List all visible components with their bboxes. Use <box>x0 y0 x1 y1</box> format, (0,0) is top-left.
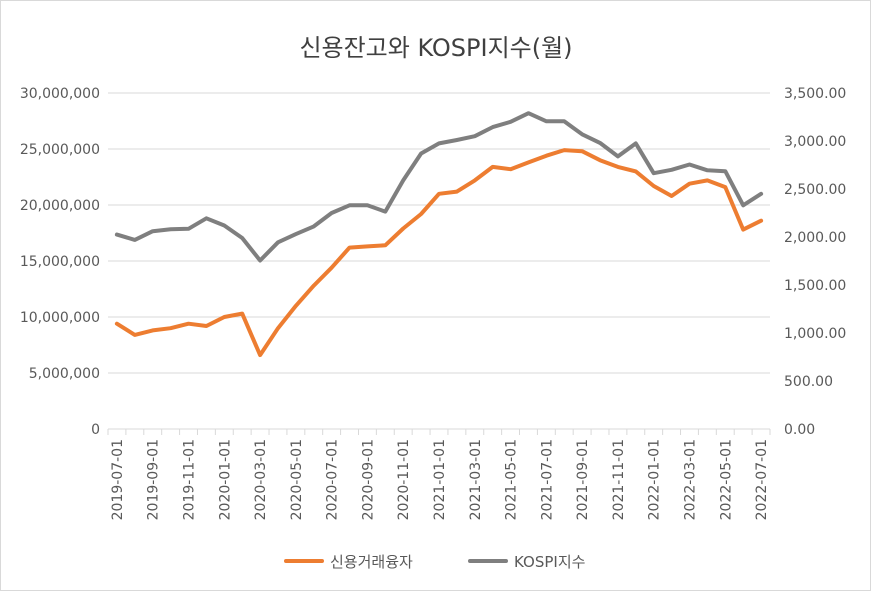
x-axis-tick-label: 2020-11-01 <box>396 439 412 520</box>
left-axis-tick-label: 5,000,000 <box>29 366 100 382</box>
x-axis-tick-label: 2021-07-01 <box>539 439 555 520</box>
x-axis-tick-label: 2020-09-01 <box>360 439 376 520</box>
x-axis-tick-label: 2022-05-01 <box>718 439 734 520</box>
right-axis-ticks: 0.00 500.00 1,000.00 1,500.00 2,000.00 2,500.… <box>784 86 846 438</box>
x-axis-tick-label: 2020-07-01 <box>325 439 341 520</box>
x-axis-tick-label: 2022-07-01 <box>754 439 770 520</box>
legend-label: 신용거래융자 <box>330 553 413 571</box>
left-axis-tick-label: 15,000,000 <box>20 254 100 270</box>
right-axis-tick-label: 1,000.00 <box>784 326 846 342</box>
right-axis-tick-label: 0.00 <box>784 422 815 438</box>
series-line <box>114 111 764 263</box>
x-axis-tick-label: 2019-07-01 <box>110 439 126 520</box>
x-axis-tick-label: 2020-05-01 <box>289 439 305 520</box>
x-axis-tick-label: 2021-09-01 <box>575 439 591 520</box>
x-axis-tick-label: 2022-03-01 <box>682 439 698 520</box>
x-axis-tick-label: 2019-09-01 <box>146 439 162 520</box>
right-axis-tick-label: 3,500.00 <box>784 86 846 102</box>
right-axis-tick-label: 2,500.00 <box>784 182 846 198</box>
x-axis-tick-label: 2021-11-01 <box>611 439 627 520</box>
legend-label: KOSPI지수 <box>514 553 585 571</box>
series-lines <box>114 111 764 358</box>
right-axis-tick-label: 1,500.00 <box>784 278 846 294</box>
left-axis-tick-label: 10,000,000 <box>20 310 100 326</box>
x-axis-tick-label: 2020-03-01 <box>253 439 269 520</box>
x-axis-tick-label: 2022-01-01 <box>647 439 663 520</box>
right-axis-tick-label: 2,000.00 <box>784 230 846 246</box>
left-axis-ticks: 0 5,000,000 10,000,000 15,000,000 20,000,000… <box>20 86 100 438</box>
x-axis-ticks: 2019-07-01 2019-09-01 2019-11-01 2020-01-01… <box>107 429 771 520</box>
right-axis-tick-label: 3,000.00 <box>784 134 846 150</box>
left-axis-tick-label: 30,000,000 <box>20 86 100 102</box>
left-axis-tick-label: 20,000,000 <box>20 198 100 214</box>
right-axis-tick-label: 500.00 <box>784 374 833 390</box>
series-line <box>114 148 764 358</box>
x-axis-tick-label: 2019-11-01 <box>182 439 198 520</box>
x-axis-tick-label: 2021-05-01 <box>504 439 520 520</box>
left-axis-tick-label: 25,000,000 <box>20 142 100 158</box>
x-axis-tick-label: 2021-01-01 <box>432 439 448 520</box>
x-axis-tick-label: 2020-01-01 <box>217 439 233 520</box>
left-axis-tick-label: 0 <box>91 422 100 438</box>
x-axis-tick-label: 2021-03-01 <box>468 439 484 520</box>
chart-title: 신용잔고와 KOSPI지수(월) <box>299 34 572 62</box>
legend: 신용거래융자 KOSPI지수 <box>284 553 585 571</box>
gridlines <box>108 92 770 430</box>
